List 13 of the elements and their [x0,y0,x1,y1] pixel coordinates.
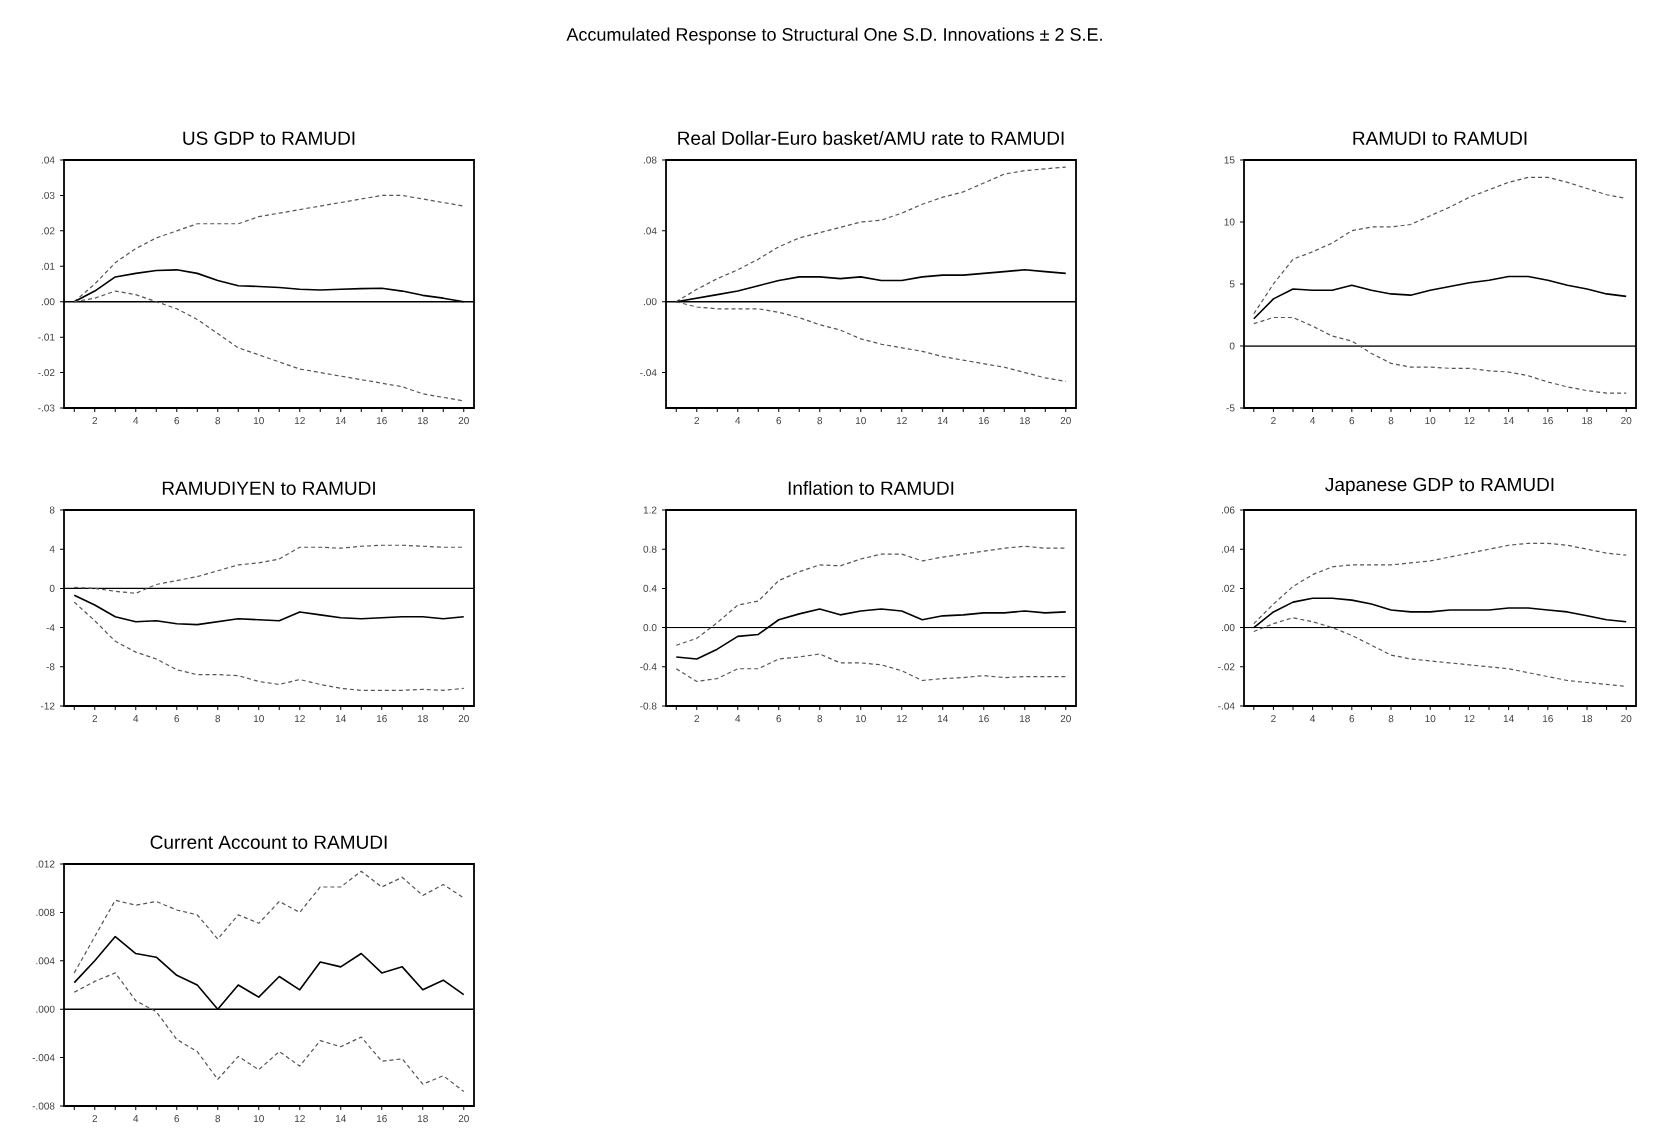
line-series [1253,617,1627,687]
line-series [1253,176,1627,315]
text: Accumulated Response to Structural One S.D. Innovations ± 2 S.E. [566,27,1102,45]
chart-title: RAMUDIYEN to RAMUDI [162,481,375,495]
chart-title: Real Dollar-Euro basket/AMU rate to RAMUDI [678,130,1064,145]
line-series [1253,316,1627,394]
chart-title: RAMUDI to RAMUDI [1353,131,1527,145]
chart-title: Current Account to RAMUDI [150,835,387,849]
chart-title: US GDP to RAMUDI [183,131,355,145]
line-series [1253,275,1628,320]
chart-title: Japanese GDP to RAMUDI [1325,477,1554,495]
chart-title: Inflation to RAMUDI [788,480,954,495]
line-series [73,972,465,1093]
